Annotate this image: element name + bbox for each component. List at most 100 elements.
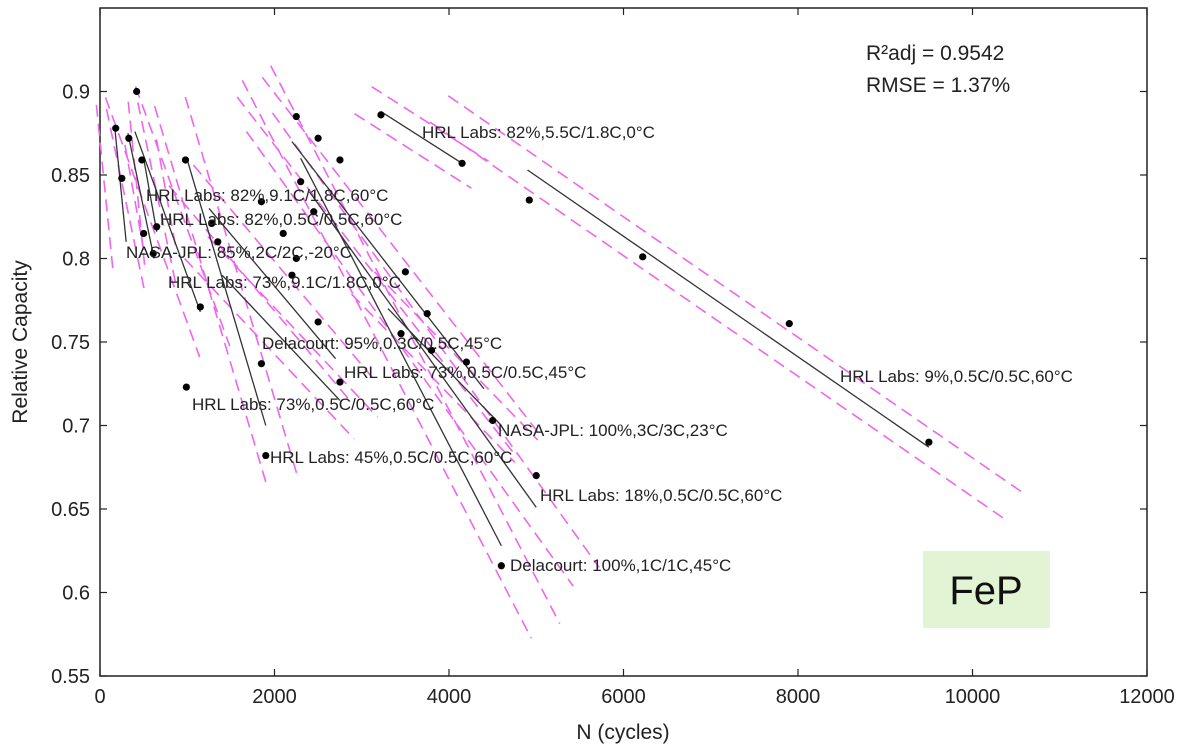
series-label: HRL Labs: 9%,0.5C/0.5C,60°C bbox=[840, 367, 1073, 386]
confidence-bound-line bbox=[270, 65, 561, 624]
data-point bbox=[525, 196, 533, 204]
series-label: Delacourt: 95%,0.3C/0.5C,45°C bbox=[262, 334, 502, 353]
y-tick-label: 0.75 bbox=[51, 332, 90, 354]
x-axis-label: N (cycles) bbox=[576, 721, 669, 744]
fit-line bbox=[380, 110, 463, 164]
data-point bbox=[925, 438, 933, 446]
confidence-bound-line bbox=[104, 97, 201, 358]
fep-badge-background bbox=[923, 551, 1050, 628]
y-tick-label: 0.65 bbox=[51, 499, 90, 521]
confidence-bound-line bbox=[183, 258, 355, 440]
y-tick-label: 0.8 bbox=[62, 249, 90, 271]
data-point bbox=[138, 156, 146, 164]
confidence-bound-line bbox=[134, 86, 231, 347]
fep-badge-label: FeP bbox=[949, 569, 1022, 613]
data-point bbox=[423, 310, 431, 318]
data-point bbox=[462, 358, 471, 366]
series-labels: HRL Labs: 82%,5.5C/1.8C,0°C HRL Labs: 82%… bbox=[126, 123, 1073, 575]
data-point bbox=[336, 156, 344, 164]
confidence-bound-line bbox=[184, 96, 300, 480]
confidence-bound-line bbox=[241, 80, 533, 639]
data-point bbox=[785, 320, 793, 328]
confidence-bound-line bbox=[105, 108, 145, 290]
data-point bbox=[140, 229, 148, 238]
confidence-bound-line bbox=[207, 236, 379, 418]
x-tick-label: 10000 bbox=[945, 686, 1001, 708]
data-point bbox=[196, 303, 204, 311]
rmse-stat: RMSE = 1.37% bbox=[866, 74, 1010, 97]
confidence-bound-line bbox=[127, 101, 146, 266]
y-axis-label: Relative Capacity bbox=[9, 260, 32, 424]
series-label: HRL Labs: 82%,5.5C/1.8C,0°C bbox=[422, 123, 655, 142]
data-point bbox=[118, 174, 126, 182]
confidence-bound-line bbox=[271, 112, 600, 568]
series-label: HRL Labs: 82%,0.5C/0.5C,60°C bbox=[160, 210, 402, 229]
series-label: HRL Labs: 73%,9.1C/1.8C,0°C bbox=[168, 273, 401, 292]
data-point bbox=[377, 111, 385, 119]
fit-line bbox=[208, 207, 337, 360]
x-tick-label: 12000 bbox=[1119, 686, 1175, 708]
fit-line bbox=[527, 169, 930, 448]
data-point bbox=[397, 330, 405, 338]
data-point bbox=[427, 346, 436, 354]
data-point bbox=[336, 378, 344, 386]
axis-ticks: 0 2000 4000 6000 8000 10000 12000 0.55 0.6 0.65 0.… bbox=[51, 8, 1175, 708]
data-point bbox=[314, 318, 322, 326]
y-tick-label: 0.9 bbox=[62, 82, 90, 104]
data-point bbox=[257, 198, 266, 206]
fit-line bbox=[186, 159, 267, 426]
series-label: HRL Labs: 73%,0.5C/0.5C,60°C bbox=[192, 395, 434, 414]
fit-line bbox=[291, 141, 485, 390]
confidence-bound-line bbox=[153, 105, 269, 489]
confidence-bound-line bbox=[192, 164, 377, 382]
r2-adj-stat: R²adj = 0.9542 bbox=[866, 42, 1004, 65]
data-point bbox=[497, 562, 505, 570]
data-point bbox=[292, 112, 300, 121]
fit-line bbox=[127, 133, 155, 259]
data-point bbox=[262, 451, 270, 460]
confidence-bound-line bbox=[245, 131, 574, 587]
confidence-bound-line bbox=[373, 271, 539, 441]
series-label: HRL Labs: 73%,0.5C/0.5C,45°C bbox=[344, 363, 586, 382]
data-point bbox=[279, 229, 287, 238]
confidence-bound-line bbox=[354, 112, 472, 189]
confidence-bounds bbox=[95, 65, 1027, 639]
data-point bbox=[297, 178, 305, 186]
data-point bbox=[288, 271, 296, 279]
confidence-bound-line bbox=[137, 102, 177, 283]
data-point bbox=[532, 472, 540, 480]
data-points bbox=[112, 87, 933, 570]
confidence-bound-line bbox=[95, 104, 114, 269]
series-label: HRL Labs: 18%,0.5C/0.5C,60°C bbox=[540, 486, 782, 505]
data-point bbox=[257, 360, 266, 368]
data-point bbox=[310, 208, 318, 216]
y-tick-label: 0.7 bbox=[62, 416, 90, 438]
x-tick-label: 8000 bbox=[776, 686, 821, 708]
data-point bbox=[125, 134, 133, 142]
data-point bbox=[149, 249, 157, 258]
series-label: NASA-JPL: 85%,2C/2C,-20°C bbox=[126, 243, 352, 262]
series-label: HRL Labs: 45%,0.5C/0.5C,60°C bbox=[270, 448, 512, 467]
data-point bbox=[489, 416, 497, 425]
data-point bbox=[182, 383, 190, 391]
x-tick-label: 4000 bbox=[427, 686, 472, 708]
data-point bbox=[133, 87, 141, 96]
x-tick-label: 2000 bbox=[252, 686, 297, 708]
fit-line bbox=[308, 191, 537, 508]
data-point bbox=[292, 254, 300, 263]
confidence-bound-line bbox=[429, 121, 1009, 523]
y-tick-label: 0.6 bbox=[62, 583, 90, 605]
data-point bbox=[112, 124, 120, 132]
confidence-bound-line bbox=[168, 185, 352, 403]
data-point bbox=[458, 159, 466, 167]
fit-line bbox=[221, 274, 341, 401]
series-label: NASA-JPL: 100%,3C/3C,23°C bbox=[498, 421, 728, 440]
confidence-bound-line bbox=[447, 95, 1027, 496]
y-tick-label: 0.55 bbox=[51, 666, 90, 688]
data-point bbox=[639, 253, 647, 261]
fit-line bbox=[114, 128, 127, 242]
fit-line bbox=[300, 158, 502, 547]
x-tick-label: 0 bbox=[94, 686, 105, 708]
data-point bbox=[214, 238, 222, 246]
